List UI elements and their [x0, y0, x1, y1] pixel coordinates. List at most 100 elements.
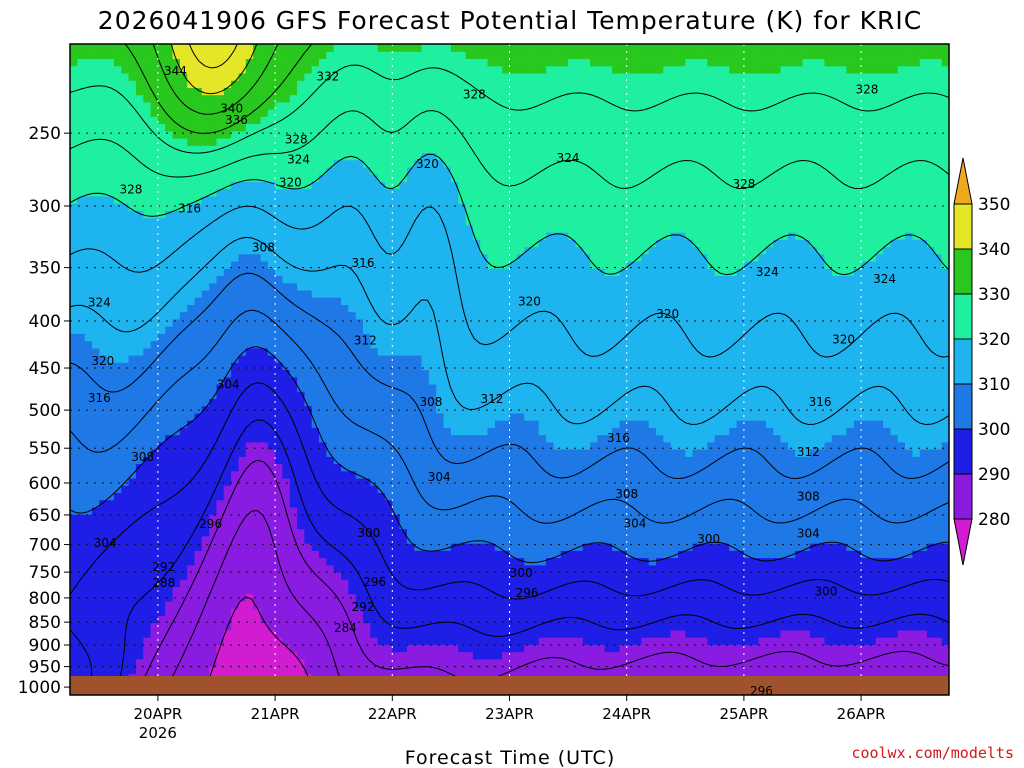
isoline-344	[188, 44, 238, 69]
contour-label: 304	[94, 536, 117, 550]
y-tick-label: 750	[29, 563, 61, 583]
contour-label: 316	[352, 256, 375, 270]
x-tick-label: 26APR	[837, 705, 886, 723]
y-tick-label: 600	[29, 474, 61, 494]
contour-label: 308	[252, 241, 275, 255]
colorbar-swatch	[953, 383, 973, 430]
contour-label: 312	[797, 445, 820, 459]
colorbar-label: 320	[978, 330, 1010, 350]
isoline-320	[70, 153, 949, 276]
isoline-300	[70, 346, 949, 564]
y-tick-label: 900	[29, 636, 61, 656]
y-tick-label: 950	[29, 658, 61, 678]
isoline-308	[70, 272, 949, 479]
colorbar-label: 350	[978, 195, 1010, 215]
y-tick-label: 550	[29, 439, 61, 459]
contour-label: 316	[809, 395, 832, 409]
contour-label: 288	[152, 576, 175, 590]
colorbar-swatch	[953, 428, 973, 475]
y-tick-label: 300	[29, 197, 61, 217]
isoline-328	[70, 64, 949, 154]
y-tick-label: 650	[29, 506, 61, 526]
contour-label: 320	[91, 354, 114, 368]
x-axis-label: Forecast Time (UTC)	[405, 747, 615, 768]
isoline-316	[70, 205, 949, 358]
contour-label: 320	[656, 307, 679, 321]
contour-label: 320	[279, 176, 302, 190]
isoline-336	[152, 44, 279, 115]
y-tick-label: 1000	[18, 678, 61, 698]
contour-label: 296	[750, 684, 773, 698]
contour-label: 328	[732, 177, 755, 191]
contour-label: 304	[623, 516, 646, 530]
contour-label: 300	[357, 526, 380, 540]
x-tick-label: 20APR	[133, 705, 182, 723]
contour-label: 300	[814, 584, 837, 598]
contour-label: 336	[225, 113, 248, 127]
contour-label: 328	[463, 88, 486, 102]
contour-label: 320	[416, 157, 439, 171]
contour-label: 328	[119, 183, 142, 197]
colorbar-swatch	[953, 293, 973, 340]
x-tick-year: 2026	[139, 724, 177, 742]
contour-label: 328	[285, 133, 308, 147]
contour-label: 300	[697, 532, 720, 546]
x-tick-label: 21APR	[251, 705, 300, 723]
contour-label: 308	[615, 487, 638, 501]
contour-label: 312	[480, 392, 503, 406]
contour-label: 284	[334, 621, 357, 635]
y-tick-label: 350	[29, 259, 61, 279]
y-tick-label: 250	[29, 124, 61, 144]
y-tick-label: 450	[29, 359, 61, 379]
y-tick-label: 700	[29, 536, 61, 556]
contour-label: 296	[363, 575, 386, 589]
contour-label: 304	[797, 527, 820, 541]
isoline-340	[170, 44, 258, 95]
colorbar-swatch	[953, 473, 973, 520]
x-tick-label: 22APR	[368, 705, 417, 723]
colorbar: 280 290 300 310 320 330 340 350	[953, 157, 1010, 566]
x-tick-label: 25APR	[719, 705, 768, 723]
colorbar-label: 300	[978, 420, 1010, 440]
y-tick-label: 850	[29, 613, 61, 633]
contour-label: 332	[316, 70, 339, 84]
isoline-304	[70, 309, 949, 524]
contour-label: 328	[856, 82, 879, 96]
contour-label: 304	[428, 470, 451, 484]
contour-label: 308	[420, 395, 443, 409]
contour-label: 292	[152, 560, 175, 574]
contour-label: 316	[178, 202, 201, 216]
colorbar-high-triangle	[953, 157, 973, 205]
x-tick-label: 24APR	[602, 705, 651, 723]
contour-label: 292	[352, 600, 375, 614]
contour-label: 296	[516, 586, 539, 600]
colorbar-swatch	[953, 203, 973, 250]
contour-label: 300	[510, 566, 533, 580]
contour-label: 320	[518, 295, 541, 309]
colorbar-swatch	[953, 248, 973, 295]
y-axis: 250 300 350 400 450 500 550 600 650 700 750 800 850 9…	[18, 124, 70, 698]
colorbar-label: 280	[978, 510, 1010, 530]
isoline-332	[124, 44, 313, 134]
contour-label: 320	[832, 333, 855, 347]
contour-label: 316	[88, 391, 111, 405]
isoline-312	[70, 236, 949, 425]
contour-label: 324	[557, 151, 580, 165]
credit-text: coolwx.com/modelts	[851, 744, 1014, 762]
ground-terrain	[70, 676, 949, 695]
isoline-324	[70, 110, 949, 189]
colorbar-label: 290	[978, 465, 1010, 485]
contour-label: 340	[220, 101, 243, 115]
colorbar-low-triangle	[953, 518, 973, 566]
y-tick-label: 400	[29, 312, 61, 332]
contour-label: 316	[607, 431, 630, 445]
colorbar-label: 310	[978, 375, 1010, 395]
contour-label: 324	[88, 296, 111, 310]
contour-label: 324	[287, 152, 310, 166]
contour-label: 344	[164, 64, 187, 78]
contour-label: 308	[797, 490, 820, 504]
